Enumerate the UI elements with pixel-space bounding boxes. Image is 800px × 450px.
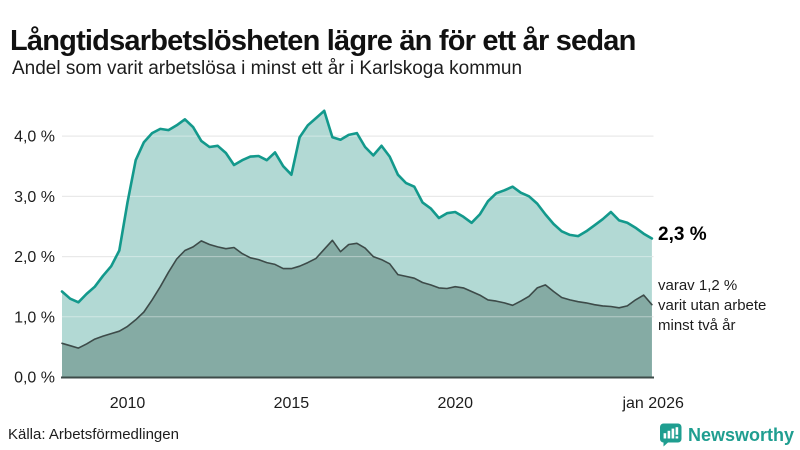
series-2-line [61, 239, 653, 349]
y-tick-label-3: 3,0 % [14, 189, 55, 206]
series-2-area [62, 240, 652, 377]
x-tick-label-2015: 2015 [274, 395, 310, 412]
x-tick-label-jan-2026: jan 2026 [621, 395, 683, 412]
note-line-3: minst två år [658, 317, 736, 334]
note-line-2: varit utan arbete [658, 297, 767, 314]
chart-subtitle: Andel som varit arbetslösa i minst ett å… [12, 58, 523, 79]
y-tick-label-1: 1,0 % [14, 309, 55, 326]
page-title: Långtidsarbetslösheten lägre än för ett … [10, 25, 636, 58]
y-tick-label-4: 4,0 % [14, 129, 55, 146]
x-tick-label-2020: 2020 [437, 395, 473, 412]
end-value-label: 2,3 % [658, 224, 707, 245]
logo-wordmark: Newsworthy [687, 424, 794, 445]
source-credit: Källa: Arbetsförmedlingen [8, 426, 179, 443]
note-line-1: varav 1,2 % [658, 277, 738, 294]
newsworthy-logo: Newsworthy [659, 423, 794, 447]
bar-chart-speech-bubble-icon [659, 423, 682, 447]
series-1-line [60, 109, 654, 304]
end-value-note: varav 1,2 % varit utan arbete minst två … [658, 276, 766, 336]
x-tick-label-2010: 2010 [110, 395, 146, 412]
y-tick-label-2: 2,0 % [14, 249, 55, 266]
y-tick-label-0: 0,0 % [14, 370, 55, 387]
